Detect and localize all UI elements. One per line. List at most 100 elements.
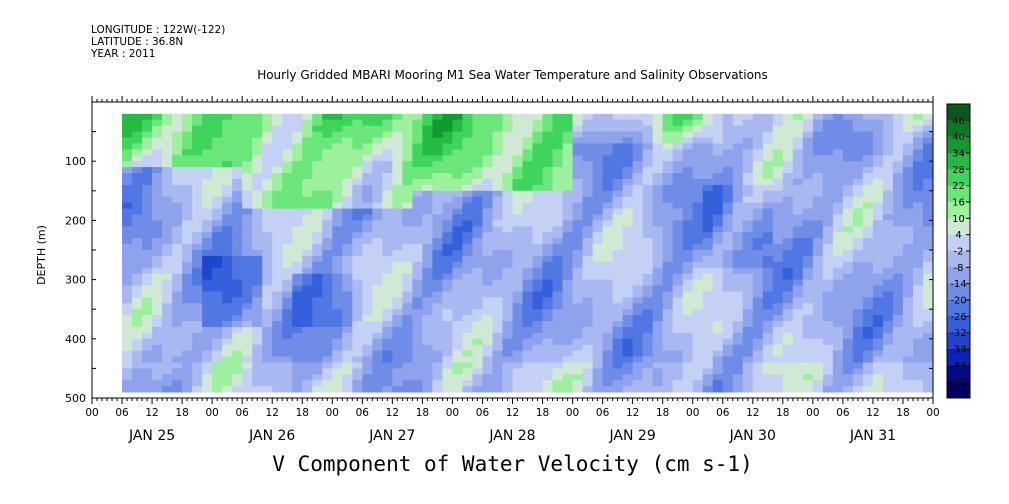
heatmap-cell [712, 208, 724, 215]
heatmap-cell [632, 190, 644, 198]
heatmap-cell [682, 220, 694, 227]
heatmap-cell [132, 184, 143, 192]
heatmap-cell [712, 309, 724, 316]
heatmap-cell [172, 173, 183, 180]
heatmap-cell [792, 131, 804, 138]
heatmap-cell [742, 214, 754, 221]
heatmap-cell [632, 279, 644, 286]
heatmap-cell [492, 149, 503, 156]
colorbar-label: -14 [950, 279, 966, 290]
heatmap-cell [782, 196, 794, 204]
heatmap-cell [352, 208, 363, 215]
heatmap-cell [542, 125, 553, 132]
heatmap-cell [632, 238, 644, 245]
heatmap-cell [532, 143, 543, 150]
heatmap-cell [652, 309, 664, 316]
heatmap-cell [472, 291, 483, 298]
heatmap-cell [502, 321, 513, 328]
heatmap-cell [382, 315, 393, 322]
heatmap-cell [152, 267, 163, 275]
heatmap-cell [652, 285, 664, 292]
heatmap-cell [442, 344, 453, 352]
heatmap-cell [892, 113, 904, 121]
heatmap-cell [762, 113, 774, 121]
heatmap-cell [652, 190, 664, 198]
heatmap-cell [182, 238, 193, 245]
heatmap-cell [702, 368, 714, 375]
heatmap-cell [822, 338, 834, 346]
heatmap-cell [632, 338, 644, 346]
heatmap-cell [542, 326, 553, 334]
heatmap-cell [132, 250, 143, 257]
heatmap-cell [362, 356, 373, 363]
heatmap-cell [872, 196, 884, 204]
heatmap-cell [332, 125, 343, 132]
heatmap-cell [352, 297, 363, 304]
heatmap-cell [822, 255, 834, 263]
heatmap-cell [872, 202, 884, 209]
heatmap-cell [132, 309, 143, 316]
heatmap-cell [292, 220, 303, 227]
heatmap-cell [702, 344, 714, 352]
heatmap-cell [812, 309, 824, 316]
heatmap-cell [702, 131, 714, 138]
heatmap-cell [672, 137, 684, 144]
heatmap-cell [892, 161, 904, 168]
heatmap-cell [642, 344, 654, 352]
heatmap-cell [722, 178, 734, 186]
colorbar-swatch [947, 202, 970, 219]
heatmap-cell [372, 214, 383, 221]
heatmap-cell [172, 232, 183, 239]
heatmap-cell [502, 238, 513, 245]
heatmap-cell [622, 344, 634, 352]
heatmap-cell [842, 273, 854, 280]
heatmap-cell [352, 178, 363, 186]
heatmap-cell [922, 238, 934, 245]
heatmap-cell [272, 119, 283, 127]
heatmap-cell [232, 344, 243, 352]
heatmap-cell [672, 161, 684, 168]
heatmap-cell [752, 184, 764, 192]
heatmap-cell [232, 149, 243, 156]
colorbar-swatch [947, 104, 970, 121]
heatmap-cell [772, 143, 784, 150]
heatmap-cell [842, 338, 854, 346]
heatmap-cell [552, 309, 563, 316]
heatmap-cell [462, 315, 473, 322]
heatmap-cell [262, 315, 273, 322]
heatmap-cell [362, 155, 373, 162]
heatmap-cell [492, 196, 503, 204]
heatmap-cell [262, 125, 273, 132]
heatmap-cell [582, 125, 593, 132]
heatmap-cell [432, 380, 443, 387]
heatmap-cell [352, 362, 363, 369]
heatmap-cell [512, 321, 523, 328]
heatmap-cell [792, 113, 804, 121]
heatmap-cell [322, 267, 333, 275]
heatmap-cell [522, 220, 533, 227]
heatmap-cell [612, 214, 624, 221]
heatmap-cell [212, 279, 223, 286]
heatmap-cell [402, 368, 413, 375]
heatmap-cell [802, 238, 814, 245]
heatmap-cell [472, 362, 483, 369]
heatmap-cell [622, 196, 634, 204]
heatmap-cell [732, 356, 744, 363]
heatmap-cell [392, 374, 403, 381]
heatmap-cell [272, 350, 283, 357]
heatmap-cell [532, 309, 543, 316]
heatmap-cell [702, 226, 714, 233]
heatmap-cell [332, 338, 343, 346]
heatmap-cell [272, 255, 283, 263]
heatmap-cell [882, 273, 894, 280]
heatmap-cell [132, 143, 143, 150]
heatmap-cell [422, 285, 433, 292]
heatmap-cell [592, 303, 604, 310]
heatmap-cell [692, 214, 704, 221]
heatmap-cell [812, 202, 824, 209]
heatmap-cell [162, 279, 173, 286]
heatmap-cell [922, 184, 934, 192]
heatmap-cell [762, 279, 774, 286]
heatmap-cell [302, 167, 313, 174]
heatmap-cell [562, 137, 573, 144]
